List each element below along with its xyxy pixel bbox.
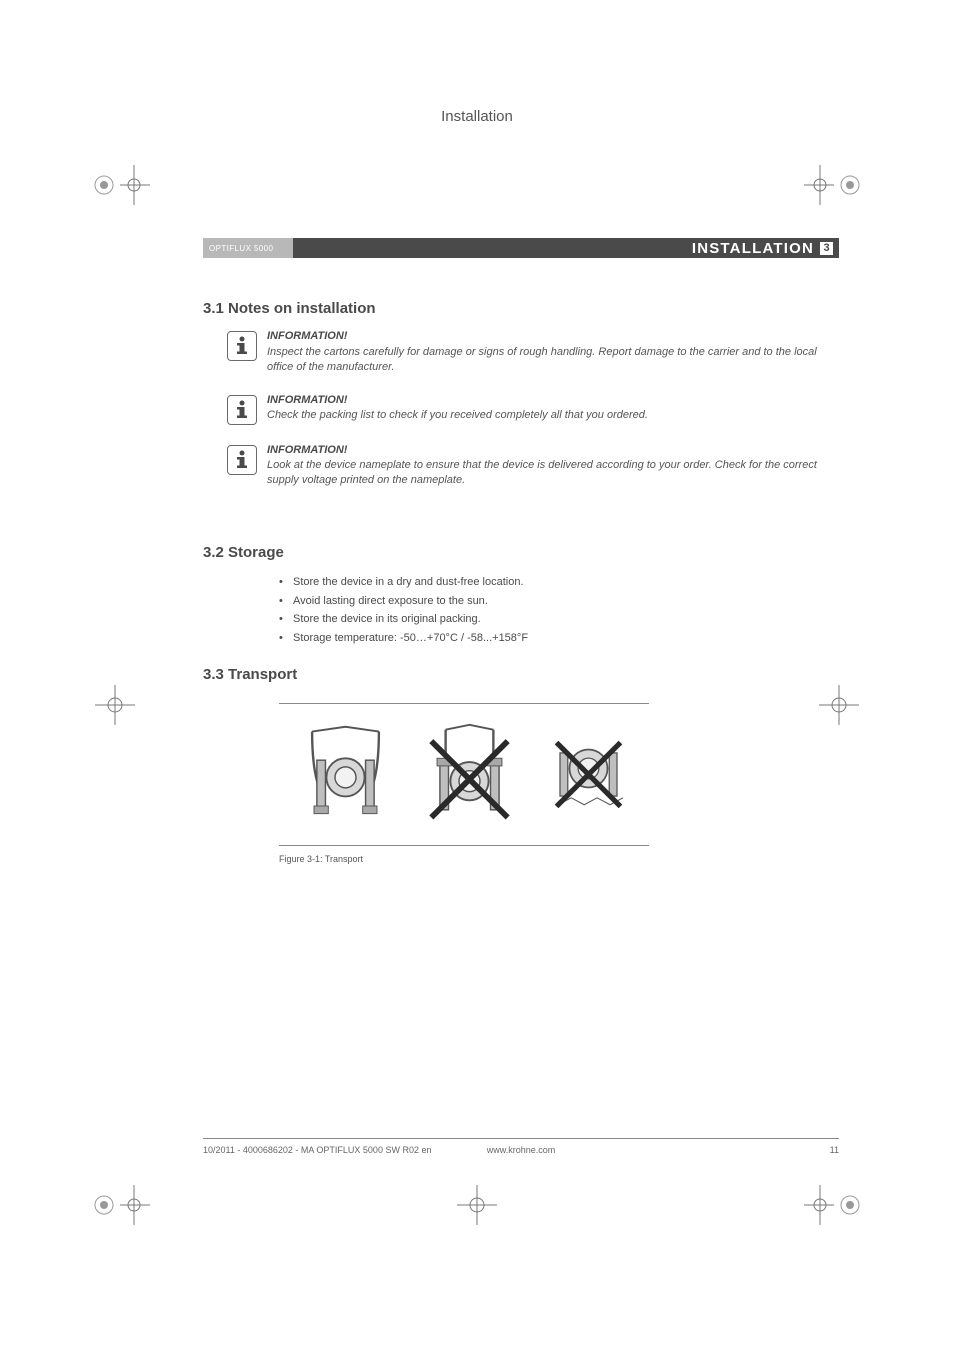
footer-left: 10/2011 - 4000686202 - MA OPTIFLUX 5000 …: [203, 1145, 431, 1155]
crop-mark-icon: [90, 1175, 150, 1235]
info-title: INFORMATION!: [267, 329, 839, 344]
figure-caption: Figure 3-1: Transport: [279, 854, 839, 864]
crop-mark-icon: [447, 1175, 507, 1235]
footer-right: 11: [830, 1145, 839, 1155]
page-footer: 10/2011 - 4000686202 - MA OPTIFLUX 5000 …: [203, 1138, 839, 1155]
chapter-badge: INSTALLATION 3: [293, 238, 839, 258]
product-badge: OPTIFLUX 5000: [203, 238, 293, 258]
info-text: INFORMATION! Look at the device nameplat…: [267, 443, 839, 489]
page-header: Installation: [0, 108, 954, 125]
transport-correct-icon: [293, 722, 398, 827]
info-icon: [227, 331, 257, 361]
list-item: Storage temperature: -50…+70°C / -58...+…: [279, 629, 839, 648]
info-text: INFORMATION! Check the packing list to c…: [267, 393, 648, 424]
info-block: INFORMATION! Look at the device nameplat…: [227, 443, 839, 489]
footer-center: www.krohne.com: [487, 1145, 556, 1155]
crop-mark-icon: [804, 155, 864, 215]
transport-wrong-flange-icon: [417, 722, 522, 827]
storage-list: Store the device in a dry and dust-free …: [279, 573, 839, 648]
info-icon: [227, 395, 257, 425]
section-heading: 3.1 Notes on installation: [203, 300, 839, 317]
list-item: Store the device in a dry and dust-free …: [279, 573, 839, 592]
transport-wrong-housing-icon: [541, 727, 636, 822]
info-body: Look at the device nameplate to ensure t…: [267, 458, 839, 488]
list-item: Store the device in its original packing…: [279, 610, 839, 629]
page-content: OPTIFLUX 5000 INSTALLATION 3 3.1 Notes o…: [203, 238, 839, 864]
info-block: INFORMATION! Check the packing list to c…: [227, 393, 839, 425]
section-heading: 3.3 Transport: [203, 666, 839, 683]
info-text: INFORMATION! Inspect the cartons careful…: [267, 329, 839, 375]
info-body: Inspect the cartons carefully for damage…: [267, 345, 839, 375]
chapter-title-bar: OPTIFLUX 5000 INSTALLATION 3: [203, 238, 839, 258]
chapter-title: INSTALLATION: [692, 240, 814, 257]
info-icon: [227, 445, 257, 475]
product-name: OPTIFLUX 5000: [209, 244, 273, 253]
crop-mark-icon: [85, 675, 145, 735]
crop-mark-icon: [804, 1175, 864, 1235]
transport-figure: Figure 3-1: Transport: [279, 703, 839, 864]
info-block: INFORMATION! Inspect the cartons careful…: [227, 329, 839, 375]
info-title: INFORMATION!: [267, 443, 839, 458]
info-title: INFORMATION!: [267, 393, 648, 408]
list-item: Avoid lasting direct exposure to the sun…: [279, 592, 839, 611]
section-heading: 3.2 Storage: [203, 544, 839, 561]
crop-mark-icon: [90, 155, 150, 215]
figure-panel: [279, 703, 649, 846]
info-body: Check the packing list to check if you r…: [267, 408, 648, 423]
chapter-number: 3: [820, 242, 833, 255]
